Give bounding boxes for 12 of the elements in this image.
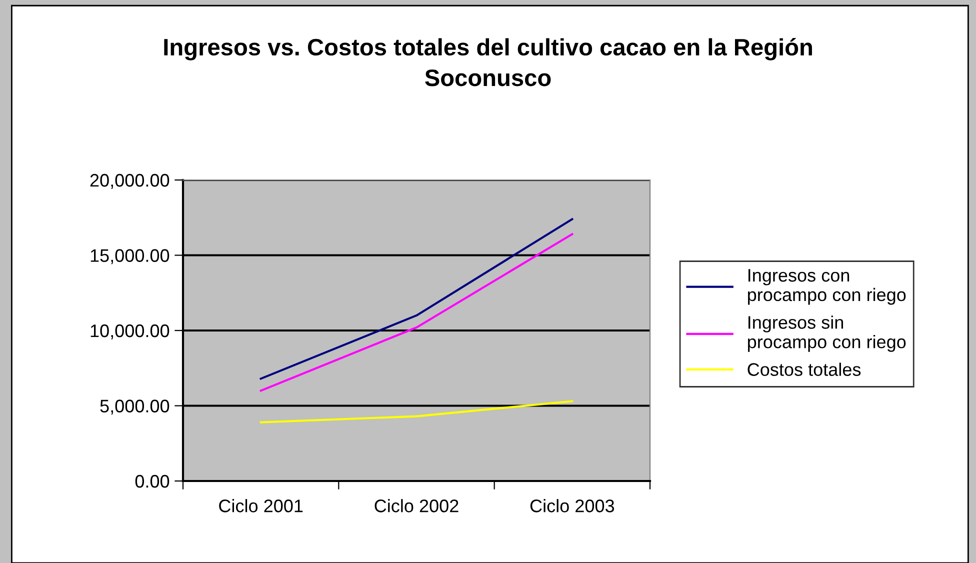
x-tick-label: Ciclo 2001 xyxy=(219,499,303,512)
y-tick-label: 15,000.00 xyxy=(90,249,170,264)
legend-label: Ingresos sin procampo con riego xyxy=(748,316,906,352)
legend-label: Ingresos con procampo con riego xyxy=(748,269,906,305)
x-tick-label: Ciclo 2002 xyxy=(374,499,458,512)
y-tick-label: 10,000.00 xyxy=(90,324,170,340)
x-tick-label: Ciclo 2003 xyxy=(530,499,614,512)
y-tick-label: 20,000.00 xyxy=(90,174,170,189)
y-tick-label: 0.00 xyxy=(135,474,170,488)
y-tick-label: 5,000.00 xyxy=(100,400,170,415)
chart-title: Ingresos vs. Costos totales del cultivo cacao en la Región Soconusco xyxy=(164,38,812,86)
legend-label: Costos totales xyxy=(748,362,861,376)
